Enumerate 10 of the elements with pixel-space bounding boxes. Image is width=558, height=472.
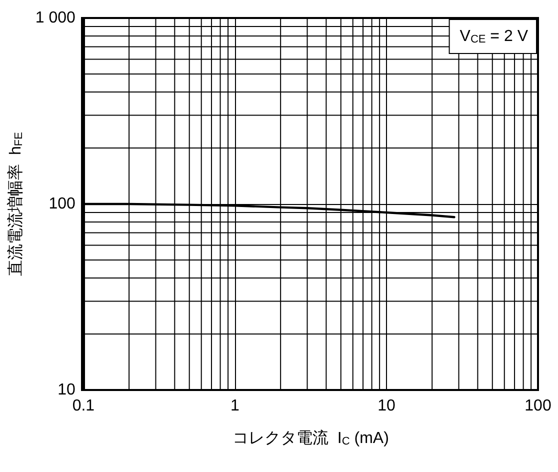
annotation: VCE = 2 V	[460, 28, 528, 46]
x-tick-label: 100	[524, 398, 552, 414]
x-axis-title: コレクタ電流 IC (mA)	[232, 429, 389, 448]
y-tick-label: 1 000	[35, 10, 76, 26]
y-tick-label: 100	[48, 196, 76, 212]
x-tick-label: 1	[230, 398, 240, 414]
x-tick-label: 0.1	[72, 398, 95, 414]
x-tick-label: 10	[378, 398, 396, 414]
y-axis-title: 直流電流増幅率 hFE	[6, 132, 25, 276]
y-tick-label: 10	[58, 382, 76, 398]
